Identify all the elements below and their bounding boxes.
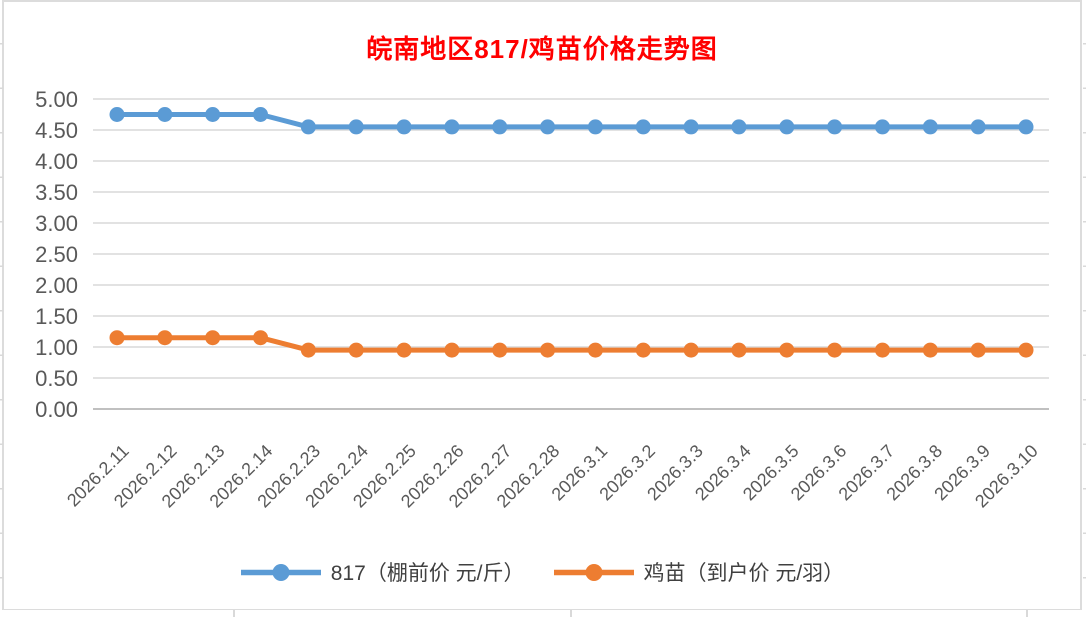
spreadsheet-gridline (233, 610, 235, 617)
data-point-marker[interactable] (205, 107, 221, 122)
data-point-marker[interactable] (827, 342, 843, 358)
y-axis-tick-label: 1.50 (35, 304, 78, 329)
y-axis-tick-label: 0.50 (35, 366, 78, 391)
y-axis-labels: 5.00 4.50 4.00 3.50 3.00 2.50 2.00 1.50 1.00 0.50… (35, 87, 78, 422)
spreadsheet-gridlines-bottom (0, 610, 1086, 617)
y-axis-tick-label: 2.50 (35, 242, 78, 267)
x-axis-labels: 2026.2.112026.2.122026.2.132026.2.142026… (63, 441, 1042, 512)
spreadsheet-gridline (1026, 610, 1028, 617)
data-point-marker[interactable] (874, 342, 890, 358)
y-axis-tick-label: 0.00 (35, 397, 78, 422)
series-line[interactable] (114, 335, 1029, 353)
data-point-marker[interactable] (922, 119, 938, 135)
data-point-marker[interactable] (300, 119, 316, 135)
data-point-marker[interactable] (396, 342, 412, 358)
data-point-marker[interactable] (205, 330, 221, 346)
data-point-marker[interactable] (444, 119, 460, 135)
y-axis-tick-label: 1.00 (35, 335, 78, 360)
y-axis-tick-label: 3.00 (35, 211, 78, 236)
spreadsheet-gridlines-right (1083, 0, 1086, 610)
data-point-marker[interactable] (1018, 119, 1034, 135)
legend-item-817[interactable]: 817（棚前价 元/斤） (240, 557, 525, 587)
y-axis-tick-label: 5.00 (35, 87, 78, 112)
data-point-marker[interactable] (779, 342, 795, 358)
legend-label-chick: 鸡苗（到户价 元/羽） (643, 562, 845, 585)
data-point-marker[interactable] (1018, 342, 1034, 358)
data-point-marker[interactable] (253, 107, 269, 122)
data-point-marker[interactable] (540, 342, 556, 358)
data-point-marker[interactable] (300, 342, 316, 358)
series-chick[interactable] (109, 330, 1034, 358)
series-817[interactable] (109, 107, 1034, 135)
data-point-marker[interactable] (731, 342, 747, 358)
data-point-marker[interactable] (348, 342, 364, 358)
data-point-marker[interactable] (922, 342, 938, 358)
data-point-marker[interactable] (396, 119, 412, 135)
data-point-marker[interactable] (492, 119, 508, 135)
data-point-marker[interactable] (109, 330, 125, 346)
data-point-marker[interactable] (157, 330, 173, 346)
chart-title[interactable]: 皖南地区817/鸡苗价格走势图 (366, 34, 718, 64)
spreadsheet-gridline (570, 610, 572, 617)
data-point-marker[interactable] (683, 119, 699, 135)
legend-line-marker-chick-icon (553, 563, 634, 581)
data-point-marker[interactable] (540, 119, 556, 135)
data-point-marker[interactable] (779, 119, 795, 135)
legend-item-chick[interactable]: 鸡苗（到户价 元/羽） (553, 557, 845, 587)
data-point-marker[interactable] (109, 107, 125, 122)
data-point-marker[interactable] (874, 119, 890, 135)
y-axis-tick-label: 2.00 (35, 273, 78, 298)
spreadsheet-gridlines-left (0, 0, 3, 610)
data-point-marker[interactable] (587, 342, 603, 358)
series-line[interactable] (114, 112, 1029, 130)
data-point-marker[interactable] (348, 119, 364, 135)
data-point-marker[interactable] (253, 330, 269, 346)
gridlines (93, 98, 1049, 410)
legend-label-817: 817（棚前价 元/斤） (330, 562, 525, 585)
data-point-marker[interactable] (683, 342, 699, 358)
data-point-marker[interactable] (970, 342, 986, 358)
data-point-marker[interactable] (635, 119, 651, 135)
data-point-marker[interactable] (970, 119, 986, 135)
data-point-marker[interactable] (731, 119, 747, 135)
data-point-marker[interactable] (827, 119, 843, 135)
data-point-marker[interactable] (492, 342, 508, 358)
data-point-marker[interactable] (444, 342, 460, 358)
data-point-marker[interactable] (635, 342, 651, 358)
data-point-marker[interactable] (157, 107, 173, 122)
legend-line-marker-817-icon (240, 563, 321, 581)
y-axis-tick-label: 4.50 (35, 118, 78, 143)
data-point-marker[interactable] (587, 119, 603, 135)
chart-legend: 817（棚前价 元/斤） 鸡苗（到户价 元/羽） (2, 557, 1082, 587)
y-axis-tick-label: 4.00 (35, 149, 78, 174)
y-axis-tick-label: 3.50 (35, 180, 78, 205)
